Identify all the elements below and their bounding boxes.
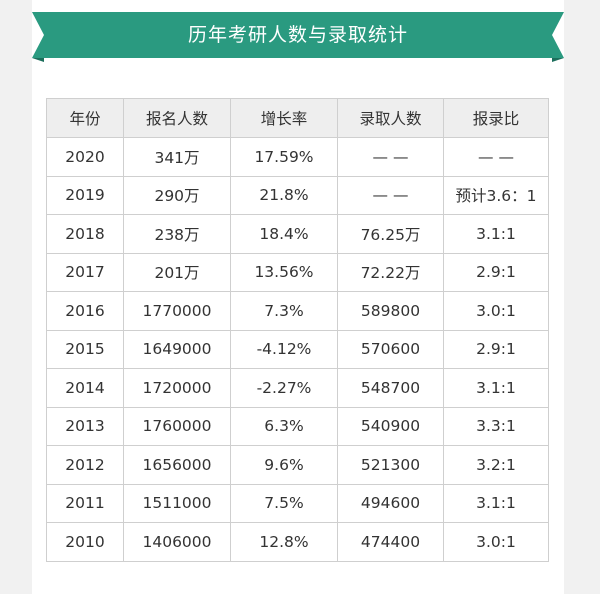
cell-admitted: 540900 xyxy=(337,406,444,446)
title-banner: 历年考研人数与录取统计 xyxy=(32,12,564,62)
cell-ratio: 3.1:1 xyxy=(443,483,549,523)
cell-ratio: 3.0:1 xyxy=(443,522,549,562)
table-row: 2011 1511000 7.5% 494600 3.1:1 xyxy=(46,483,549,523)
cell-applicants: 1720000 xyxy=(123,368,231,408)
cell-admitted: — — xyxy=(337,175,444,215)
cell-applicants: 1760000 xyxy=(123,406,231,446)
cell-applicants: 1406000 xyxy=(123,522,231,562)
header-growth-rate: 增长率 xyxy=(230,98,338,138)
cell-year: 2015 xyxy=(46,329,124,369)
stats-table: 年份 报名人数 增长率 录取人数 报录比 2020 341万 17.59% — … xyxy=(46,98,549,562)
header-year: 年份 xyxy=(46,98,124,138)
table-header-row: 年份 报名人数 增长率 录取人数 报录比 xyxy=(46,98,549,138)
cell-growth-rate: 17.59% xyxy=(230,137,338,177)
cell-applicants: 1649000 xyxy=(123,329,231,369)
cell-year: 2011 xyxy=(46,483,124,523)
cell-applicants: 341万 xyxy=(123,137,231,177)
cell-growth-rate: 13.56% xyxy=(230,252,338,292)
table-row: 2010 1406000 12.8% 474400 3.0:1 xyxy=(46,522,549,562)
cell-growth-rate: 6.3% xyxy=(230,406,338,446)
cell-year: 2020 xyxy=(46,137,124,177)
cell-applicants: 290万 xyxy=(123,175,231,215)
table-row: 2019 290万 21.8% — — 预计3.6：1 xyxy=(46,175,549,215)
cell-year: 2016 xyxy=(46,291,124,331)
cell-ratio: 3.1:1 xyxy=(443,368,549,408)
cell-year: 2013 xyxy=(46,406,124,446)
cell-growth-rate: 21.8% xyxy=(230,175,338,215)
cell-year: 2010 xyxy=(46,522,124,562)
cell-ratio: 3.0:1 xyxy=(443,291,549,331)
table-row: 2014 1720000 -2.27% 548700 3.1:1 xyxy=(46,368,549,408)
cell-growth-rate: 9.6% xyxy=(230,445,338,485)
cell-ratio: 2.9:1 xyxy=(443,329,549,369)
cell-applicants: 238万 xyxy=(123,214,231,254)
cell-year: 2017 xyxy=(46,252,124,292)
cell-growth-rate: -4.12% xyxy=(230,329,338,369)
cell-admitted: 474400 xyxy=(337,522,444,562)
cell-ratio: 3.1:1 xyxy=(443,214,549,254)
cell-year: 2012 xyxy=(46,445,124,485)
table-row: 2017 201万 13.56% 72.22万 2.9:1 xyxy=(46,252,549,292)
cell-ratio: 2.9:1 xyxy=(443,252,549,292)
cell-growth-rate: 12.8% xyxy=(230,522,338,562)
cell-applicants: 1770000 xyxy=(123,291,231,331)
cell-admitted: 589800 xyxy=(337,291,444,331)
table-row: 2016 1770000 7.3% 589800 3.0:1 xyxy=(46,291,549,331)
cell-applicants: 201万 xyxy=(123,252,231,292)
cell-admitted: 548700 xyxy=(337,368,444,408)
cell-admitted: 570600 xyxy=(337,329,444,369)
cell-ratio: — — xyxy=(443,137,549,177)
banner-ribbon-shape xyxy=(32,12,564,62)
header-applicants: 报名人数 xyxy=(123,98,231,138)
header-ratio: 报录比 xyxy=(443,98,549,138)
cell-admitted: — — xyxy=(337,137,444,177)
cell-growth-rate: 7.3% xyxy=(230,291,338,331)
cell-year: 2014 xyxy=(46,368,124,408)
cell-applicants: 1656000 xyxy=(123,445,231,485)
cell-growth-rate: -2.27% xyxy=(230,368,338,408)
cell-ratio: 3.2:1 xyxy=(443,445,549,485)
cell-admitted: 494600 xyxy=(337,483,444,523)
cell-admitted: 521300 xyxy=(337,445,444,485)
table-row: 2013 1760000 6.3% 540900 3.3:1 xyxy=(46,406,549,446)
table-row: 2018 238万 18.4% 76.25万 3.1:1 xyxy=(46,214,549,254)
cell-year: 2018 xyxy=(46,214,124,254)
header-admitted: 录取人数 xyxy=(337,98,444,138)
cell-growth-rate: 7.5% xyxy=(230,483,338,523)
table-row: 2015 1649000 -4.12% 570600 2.9:1 xyxy=(46,329,549,369)
page-title: 历年考研人数与录取统计 xyxy=(187,24,408,46)
cell-ratio: 预计3.6：1 xyxy=(443,175,549,215)
table-row: 2020 341万 17.59% — — — — xyxy=(46,137,549,177)
cell-growth-rate: 18.4% xyxy=(230,214,338,254)
cell-applicants: 1511000 xyxy=(123,483,231,523)
cell-ratio: 3.3:1 xyxy=(443,406,549,446)
cell-admitted: 76.25万 xyxy=(337,214,444,254)
table-row: 2012 1656000 9.6% 521300 3.2:1 xyxy=(46,445,549,485)
cell-admitted: 72.22万 xyxy=(337,252,444,292)
cell-year: 2019 xyxy=(46,175,124,215)
